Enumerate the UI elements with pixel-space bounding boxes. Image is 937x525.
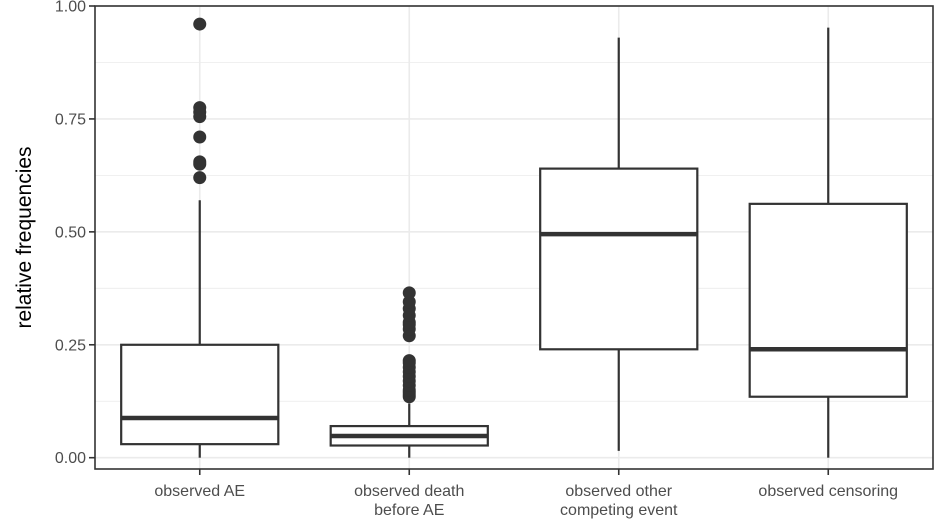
y-tick-label: 0.00 bbox=[55, 450, 86, 467]
outlier-point bbox=[402, 354, 416, 368]
panel-border bbox=[94, 5, 934, 470]
box-group bbox=[329, 286, 489, 458]
outlier-point bbox=[193, 130, 207, 144]
boxes bbox=[120, 17, 908, 458]
outlier-point bbox=[402, 286, 416, 300]
x-tick-label-line: observed censoring bbox=[758, 483, 898, 500]
outlier-point bbox=[193, 171, 207, 185]
x-tick-label: observed censoring bbox=[758, 483, 898, 500]
y-tick-label: 1.00 bbox=[55, 0, 86, 16]
x-tick-label-line: observed other bbox=[565, 483, 672, 500]
outlier-point bbox=[193, 155, 207, 169]
y-tick-label: 0.25 bbox=[55, 337, 86, 354]
x-tick-label-line: competing event bbox=[560, 502, 678, 519]
x-tick-label: observed other competing event bbox=[560, 483, 678, 519]
outlier-point bbox=[193, 101, 207, 115]
x-tick-label: observed AE bbox=[154, 483, 245, 500]
box-group bbox=[748, 27, 908, 458]
y-axis-title: relative frequencies bbox=[13, 146, 36, 328]
outlier-point bbox=[193, 17, 207, 31]
y-tick-label: 0.75 bbox=[55, 111, 86, 128]
x-tick-label-line: observed death bbox=[354, 483, 464, 500]
box-group bbox=[120, 17, 280, 458]
box bbox=[120, 343, 280, 446]
x-tick-label-line: observed AE bbox=[154, 483, 245, 500]
y-tick-label: 0.50 bbox=[55, 224, 86, 241]
axes: 0.00 0.25 0.50 0.75 1.00 observed AE observed … bbox=[55, 0, 898, 519]
x-tick-label-line: before AE bbox=[374, 502, 444, 519]
box-group bbox=[539, 37, 699, 451]
box bbox=[748, 202, 908, 398]
box bbox=[539, 167, 699, 351]
x-tick-label: observed death before AE bbox=[354, 483, 464, 519]
outlier-point bbox=[402, 295, 416, 309]
